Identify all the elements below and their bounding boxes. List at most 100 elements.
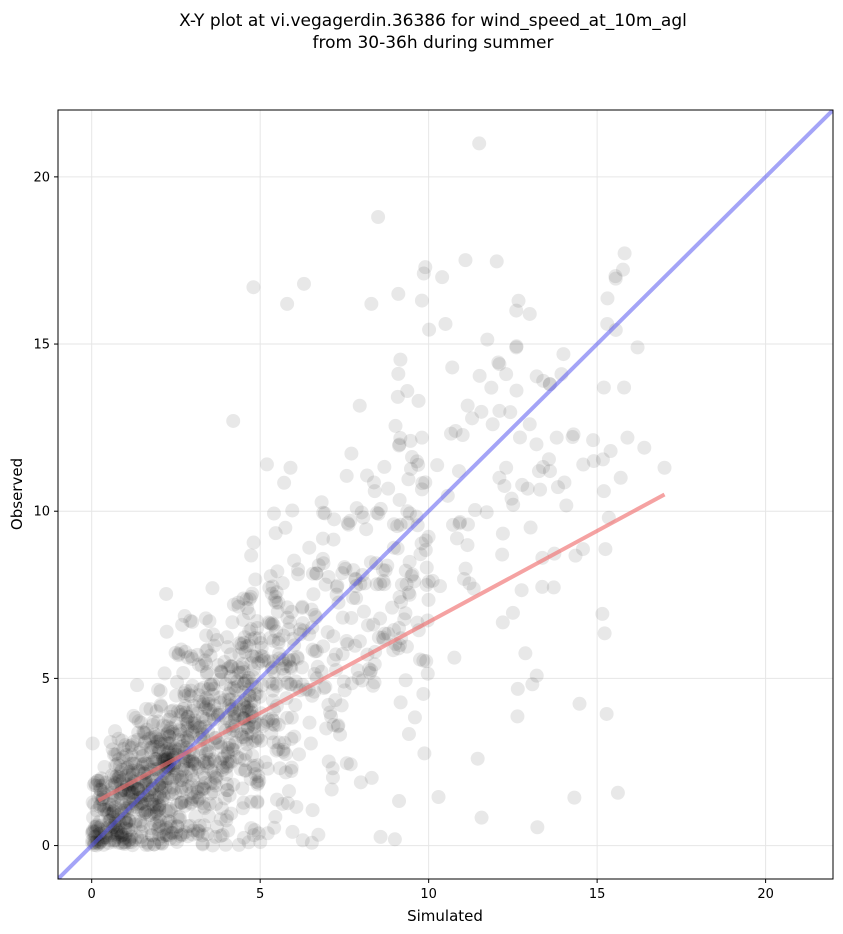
data-point: [214, 665, 229, 680]
data-point: [134, 829, 149, 844]
data-point: [159, 586, 174, 601]
data-point: [121, 835, 136, 850]
data-point: [325, 761, 340, 776]
data-point: [233, 665, 248, 680]
data-point: [236, 664, 251, 679]
data-point: [613, 470, 628, 485]
data-point: [310, 659, 325, 674]
grid-lines: [58, 110, 833, 879]
data-point: [222, 754, 237, 769]
data-point: [316, 639, 331, 654]
data-point: [151, 819, 166, 834]
data-point: [186, 773, 201, 788]
data-point: [236, 730, 251, 745]
data-point: [186, 726, 201, 741]
data-point: [221, 823, 236, 838]
data-point: [282, 615, 297, 630]
data-point: [468, 503, 483, 518]
data-point: [227, 681, 242, 696]
data-point: [350, 663, 365, 678]
data-point: [224, 658, 239, 673]
data-point: [472, 136, 487, 151]
data-point: [119, 761, 134, 776]
data-point: [238, 763, 253, 778]
data-point: [393, 352, 408, 367]
data-point: [409, 454, 424, 469]
data-point: [106, 804, 121, 819]
data-point: [106, 793, 121, 808]
data-point: [190, 826, 205, 841]
data-point: [165, 742, 180, 757]
data-point: [148, 727, 163, 742]
data-point: [376, 574, 391, 589]
data-point: [316, 556, 331, 571]
data-point: [174, 773, 189, 788]
data-point: [280, 296, 295, 311]
data-point: [85, 795, 100, 810]
data-point: [206, 681, 221, 696]
data-point: [275, 661, 290, 676]
data-point: [542, 464, 557, 479]
data-point: [630, 340, 645, 355]
data-point: [256, 649, 271, 664]
data-point: [509, 339, 524, 354]
data-point: [303, 736, 318, 751]
data-point: [353, 775, 368, 790]
data-point: [227, 671, 242, 686]
data-point: [118, 738, 133, 753]
data-point: [125, 763, 140, 778]
data-point: [235, 660, 250, 675]
data-point: [237, 698, 252, 713]
data-point: [154, 836, 169, 851]
data-point: [161, 723, 176, 738]
data-point: [219, 630, 234, 645]
data-point: [145, 782, 160, 797]
data-point: [533, 482, 548, 497]
data-point: [152, 789, 167, 804]
data-point: [190, 780, 205, 795]
data-point: [403, 461, 418, 476]
data-point: [97, 802, 112, 817]
data-point: [147, 788, 162, 803]
data-point: [217, 791, 232, 806]
data-point: [144, 827, 159, 842]
data-point: [178, 769, 193, 784]
data-point: [272, 632, 287, 647]
data-point: [177, 756, 192, 771]
data-point: [418, 542, 433, 557]
data-point: [215, 763, 230, 778]
data-point: [240, 699, 255, 714]
data-point: [514, 583, 529, 598]
data-point: [419, 654, 434, 669]
data-point: [151, 809, 166, 824]
data-point: [128, 817, 143, 832]
data-point: [199, 691, 214, 706]
data-point: [219, 754, 234, 769]
data-point: [113, 825, 128, 840]
data-point: [163, 742, 178, 757]
data-point: [136, 818, 151, 833]
data-point: [172, 727, 187, 742]
data-point: [154, 736, 169, 751]
data-point: [246, 828, 261, 843]
data-point: [512, 430, 527, 445]
data-point: [346, 563, 361, 578]
data-point: [185, 716, 200, 731]
data-point: [163, 721, 178, 736]
data-point: [371, 506, 386, 521]
data-point: [284, 731, 299, 746]
data-point: [414, 430, 429, 445]
data-point: [173, 704, 188, 719]
data-point: [398, 563, 413, 578]
data-point: [398, 606, 413, 621]
data-point: [171, 646, 186, 661]
data-point: [232, 702, 247, 717]
data-point: [192, 748, 207, 763]
data-point: [184, 786, 199, 801]
data-point: [87, 824, 102, 839]
data-point: [213, 665, 228, 680]
data-point: [220, 741, 235, 756]
data-point: [201, 756, 216, 771]
data-point: [184, 777, 199, 792]
data-point: [161, 712, 176, 727]
